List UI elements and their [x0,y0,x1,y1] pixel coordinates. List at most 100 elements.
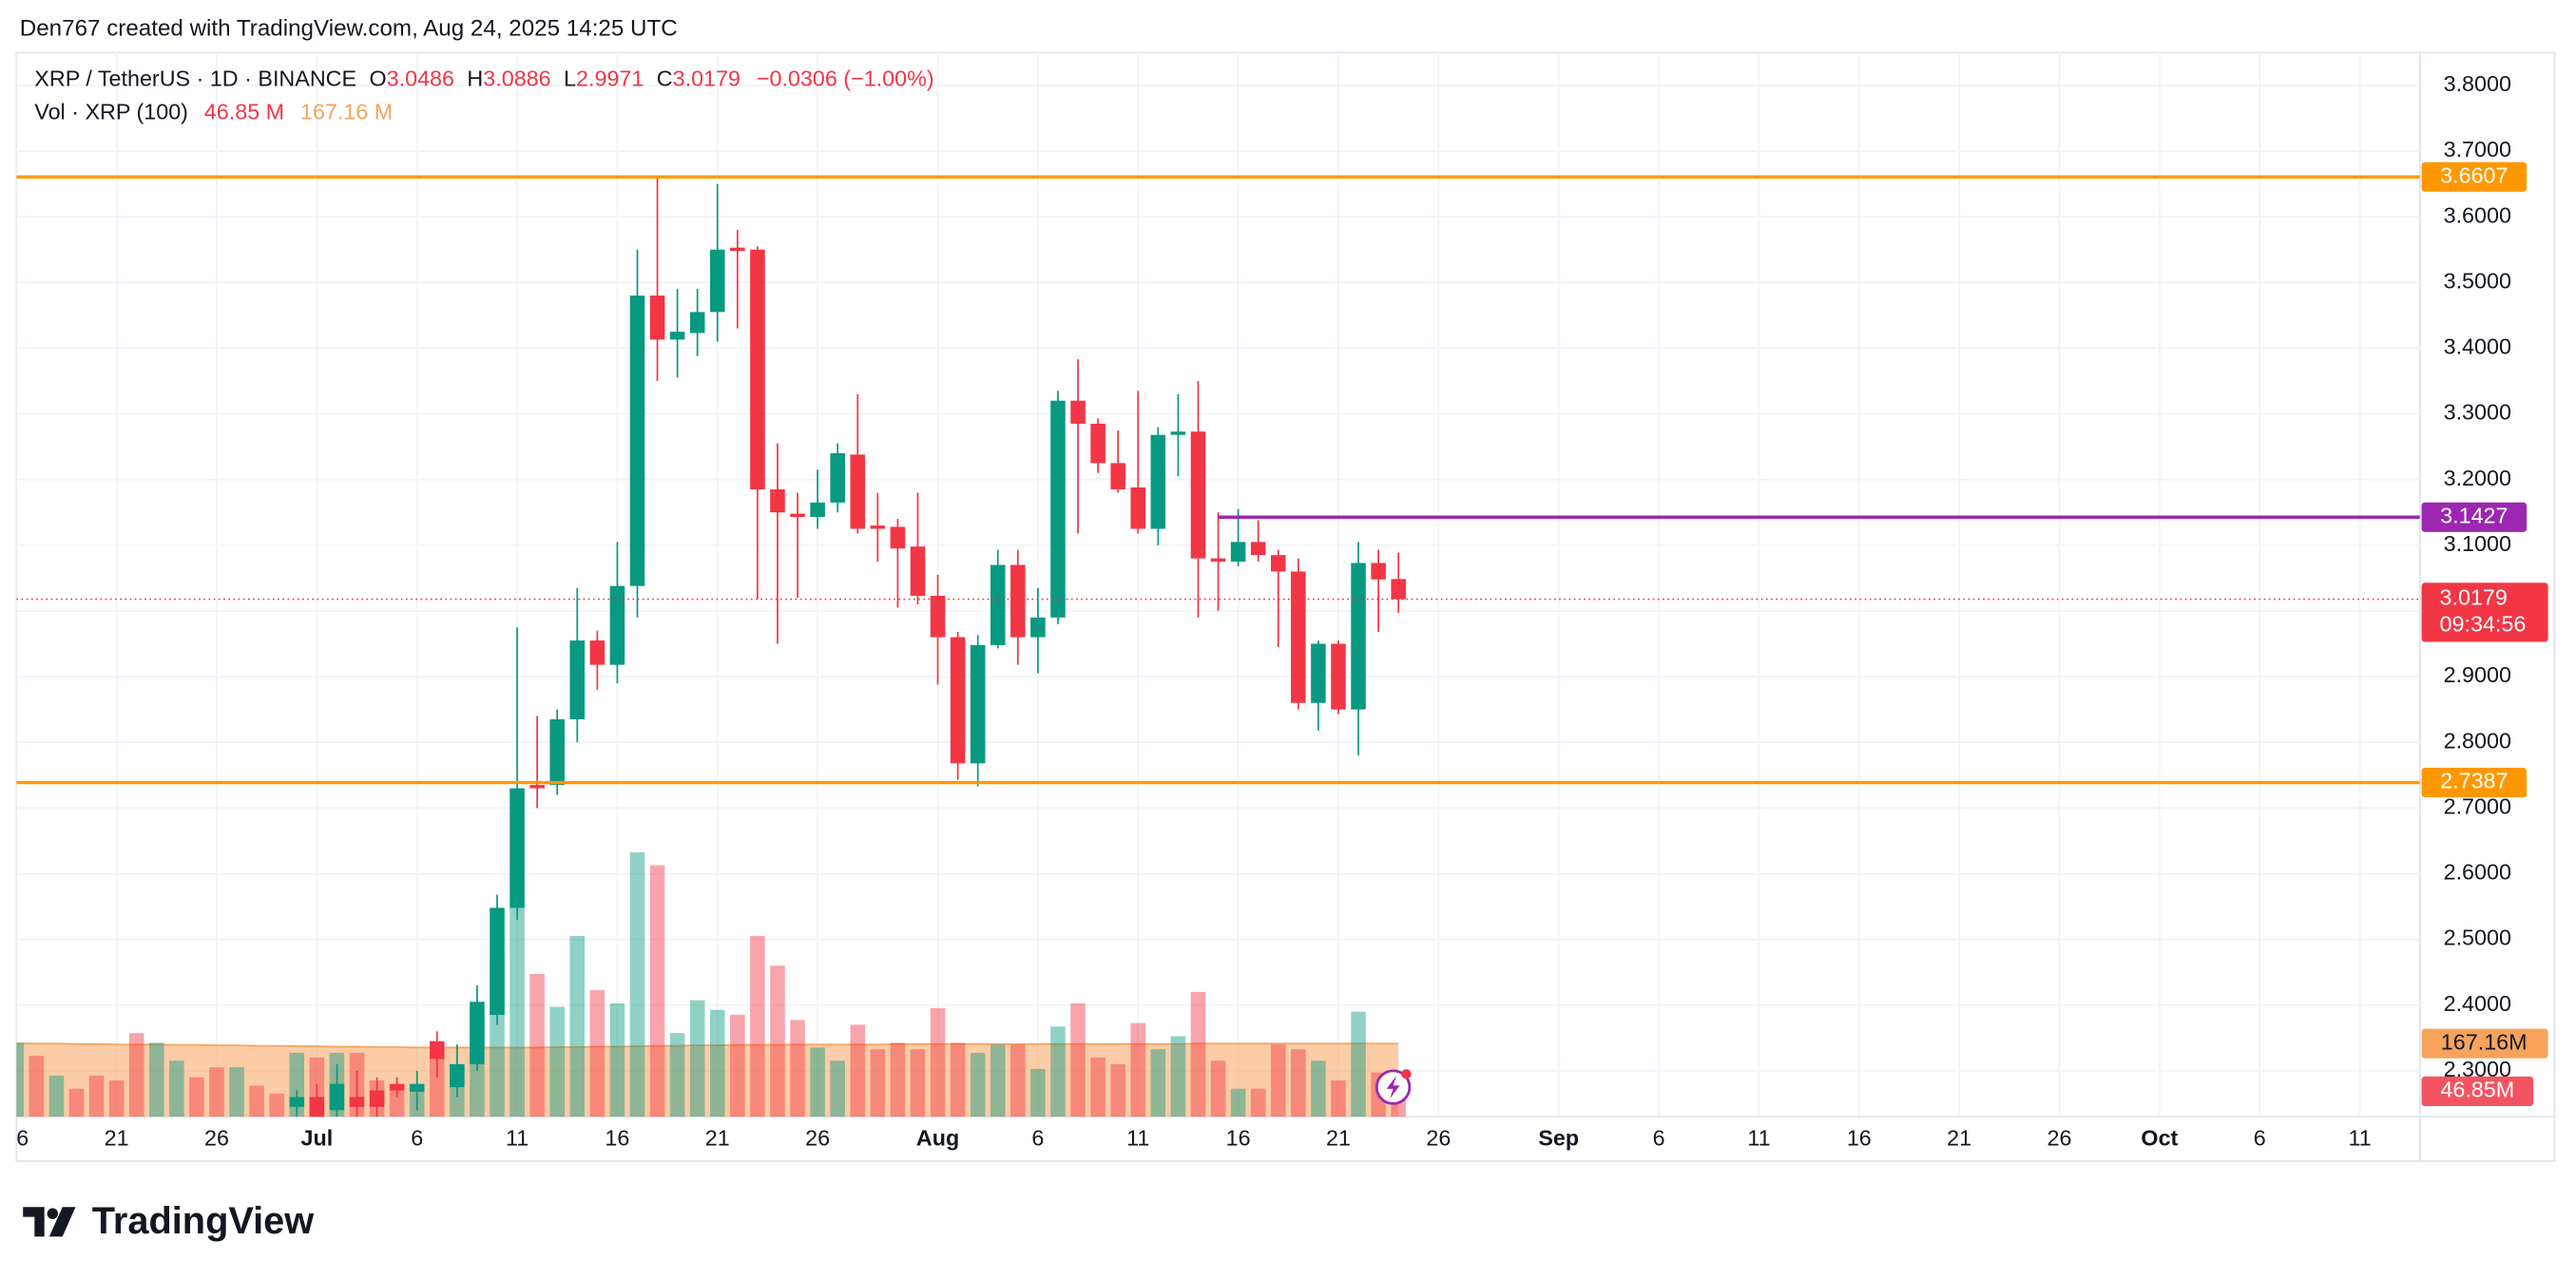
candle-body [549,718,565,786]
candle-body [890,526,906,549]
candle-body [1331,643,1346,710]
level-tag [2421,502,2528,532]
candle-body [810,502,825,518]
volume-bar [169,1060,184,1117]
volume-ma-tag [2421,1028,2548,1059]
candle-body [309,1097,325,1117]
volume-bar [589,990,606,1117]
volume-bar [649,865,665,1117]
level-tag [2421,162,2528,192]
candle-body [1050,400,1066,618]
y-tick-label: 2.5000 [2444,926,2511,950]
candle-body [1250,542,1266,556]
legend-letter: C [657,67,673,91]
candle-body [1210,558,1226,563]
volume-bar [48,1075,65,1117]
x-tick-label: 6 [1653,1126,1665,1151]
candle-body [470,1002,485,1064]
volume-bar [689,1000,705,1117]
volume-bar [1130,1022,1146,1117]
volume-bar [509,900,525,1117]
volume-bar [88,1075,105,1117]
candle-body [1010,564,1026,638]
volume-bar [1050,1026,1066,1117]
candle-body [770,489,785,513]
candle-body [970,644,986,764]
volume-bar [1090,1058,1105,1117]
candle-body [990,564,1006,645]
volume-bar [1331,1079,1346,1117]
price-tag [2421,582,2548,642]
x-tick-label: 16 [1847,1126,1872,1151]
x-tick-label: 11 [2348,1126,2371,1151]
candle-body [709,249,725,313]
icon-bolt[interactable] [1386,1076,1400,1099]
volume-bar [149,1042,164,1117]
candle-body [1170,431,1186,435]
icon-dot[interactable] [1401,1069,1412,1079]
candle-body [830,453,845,503]
candle-body [1190,431,1206,559]
x-tick-label: 21 [1326,1126,1351,1151]
candle-body [730,247,745,252]
volume-bar [1230,1088,1246,1117]
volume-bar [609,1002,625,1117]
y-tick-label: 3.1000 [2444,531,2511,556]
candles [289,177,1406,1117]
y-tick-label: 2.7000 [2444,793,2511,818]
candle-body [569,640,586,719]
volume-bar [128,1033,144,1117]
x-tick-label: 16 [4,1126,29,1151]
volume-bar [950,1042,966,1117]
symbol-label: XRP / TetherUS · 1D · BINANCE [34,67,356,91]
volume-bar [1270,1044,1286,1117]
volume-bar [249,1085,264,1117]
x-tick-label: 11 [1747,1126,1770,1151]
x-tick-label: 21 [105,1126,129,1151]
candle-body [450,1063,465,1088]
candle-body [950,637,966,764]
volume-bar [830,1060,845,1117]
candle-body [689,312,705,334]
candle-body [609,585,625,665]
volume-bar [1110,1063,1125,1117]
legend-main: XRP / TetherUS · 1D · BINANCE O3.0486 H3… [34,67,933,91]
volume-tag-text: 46.85M [2440,1078,2514,1102]
volume-bar [430,1042,445,1117]
legend-letter: O [370,67,387,91]
legend-close: 3.0179 [673,67,740,91]
logo-mark [48,1207,76,1237]
levels [16,175,2420,785]
legend-letter: H [467,67,483,91]
x-tick-label: 16 [1226,1126,1251,1151]
candle-body [1311,643,1326,703]
volume-bar [108,1079,125,1117]
attribution: Den767 created with TradingView.com, Aug… [20,16,678,42]
volume-bar [229,1067,244,1117]
volume-bar [629,851,645,1117]
candle-body [409,1083,425,1092]
logo-text: TradingView [92,1200,314,1242]
y-tick-label: 2.4000 [2444,991,2511,1016]
y-tick-label: 3.2000 [2444,466,2511,490]
legend-high: 3.0886 [483,67,550,91]
volume-bar [850,1024,866,1117]
level-tag-text: 2.7387 [2440,769,2508,793]
volume-bar [1351,1011,1366,1117]
replay-icon[interactable] [1375,1069,1412,1105]
countdown-text: 09:34:56 [2440,611,2527,636]
volume-bar [389,1088,405,1117]
legend-volume: Vol · XRP (100) 46.85 M 167.16 M [34,99,393,124]
y-tick-label: 2.9000 [2444,662,2511,687]
x-tick-label: 26 [1426,1126,1451,1151]
logo-mark [47,1208,59,1219]
candle-body [329,1083,345,1111]
y-tick-label: 3.3000 [2444,400,2511,425]
volume-bar [790,1020,805,1117]
x-tick-label: Oct [2141,1126,2178,1151]
candle-body [289,1097,305,1107]
y-tick-label: 2.8000 [2444,728,2511,753]
volume-bar [1210,1060,1226,1117]
candle-body [910,546,926,597]
